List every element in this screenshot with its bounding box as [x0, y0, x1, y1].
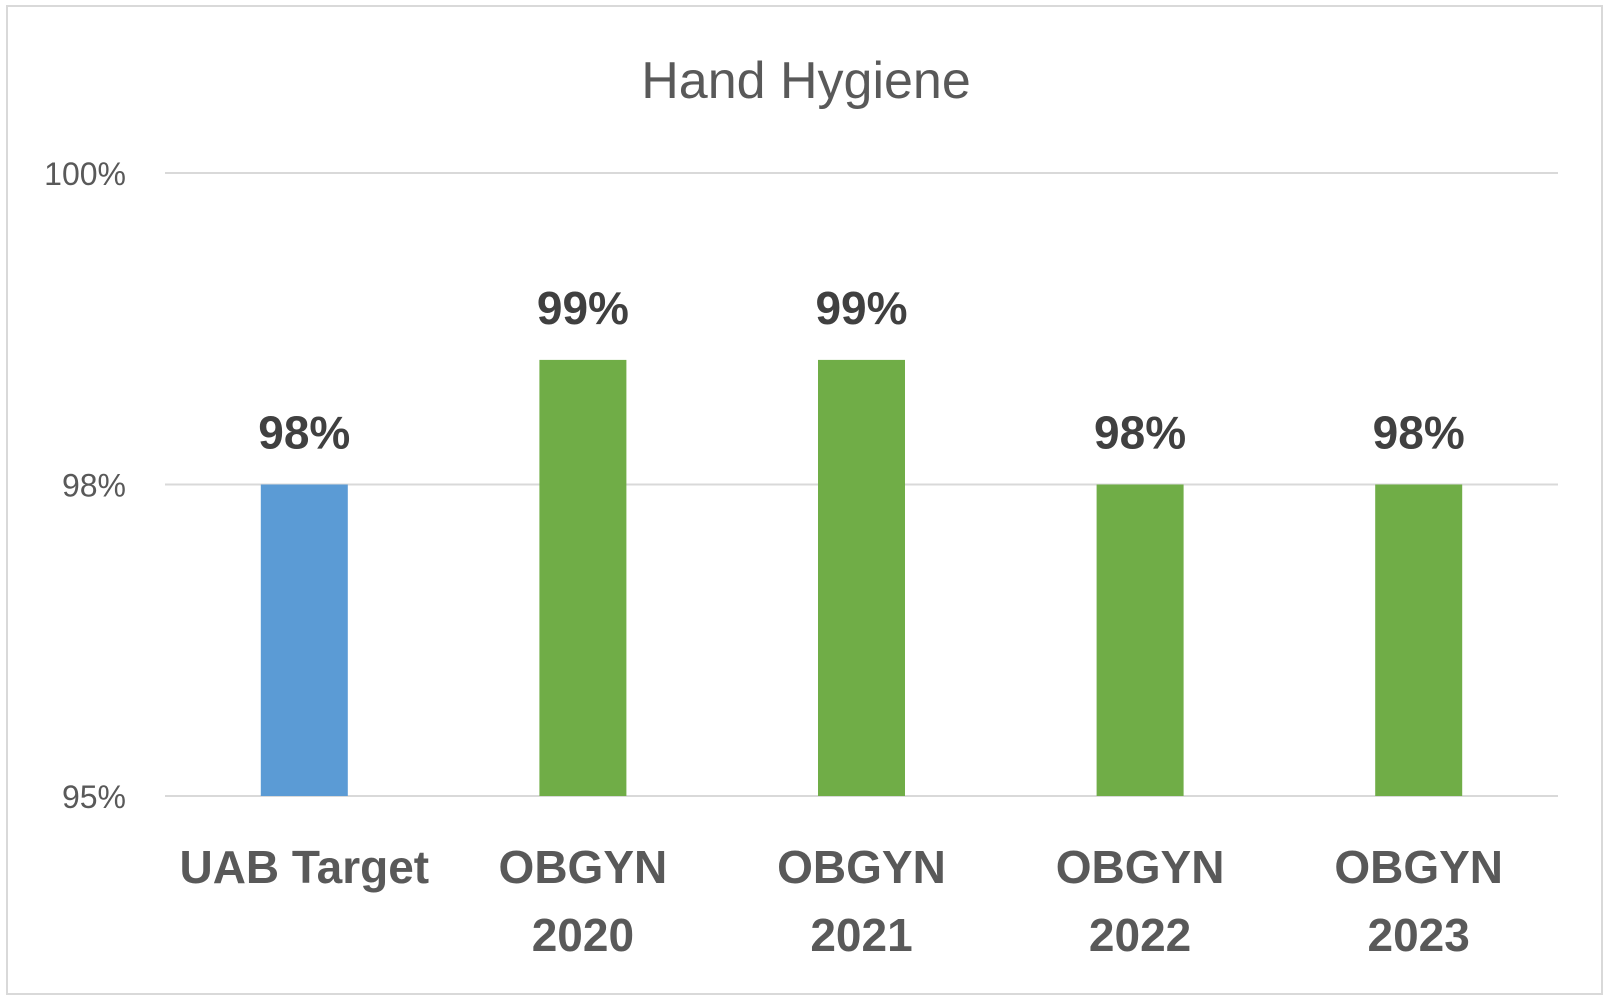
y-tick-label: 98%	[62, 468, 126, 504]
bar	[539, 359, 627, 796]
category-label: 2020	[532, 909, 634, 961]
category-label: 2022	[1089, 909, 1191, 961]
bars	[260, 359, 1463, 796]
bar	[260, 484, 348, 796]
bar	[1096, 484, 1184, 796]
category-label: OBGYN	[499, 841, 668, 893]
data-label: 99%	[815, 282, 907, 334]
category-label: OBGYN	[1334, 841, 1503, 893]
category-label: 2023	[1368, 909, 1470, 961]
category-label: OBGYN	[1056, 841, 1225, 893]
y-axis-ticks: 95% 98% 100%	[44, 156, 126, 815]
y-tick-label: 95%	[62, 779, 126, 815]
x-axis-categories: UAB Target OBGYN 2020 OBGYN 2021 OBGYN 2022 OBG…	[179, 841, 1503, 961]
category-label: 2021	[810, 909, 912, 961]
chart-title: Hand Hygiene	[641, 52, 971, 110]
y-tick-label: 100%	[44, 156, 126, 192]
data-labels: 98% 99% 99% 98% 98%	[258, 282, 1464, 459]
category-label: OBGYN	[777, 841, 946, 893]
bar	[818, 359, 905, 796]
category-label: UAB Target	[179, 841, 429, 893]
data-label: 98%	[1373, 407, 1465, 459]
bar	[1375, 484, 1463, 796]
data-label: 98%	[258, 407, 350, 459]
data-label: 99%	[537, 282, 629, 334]
data-label: 98%	[1094, 407, 1186, 459]
